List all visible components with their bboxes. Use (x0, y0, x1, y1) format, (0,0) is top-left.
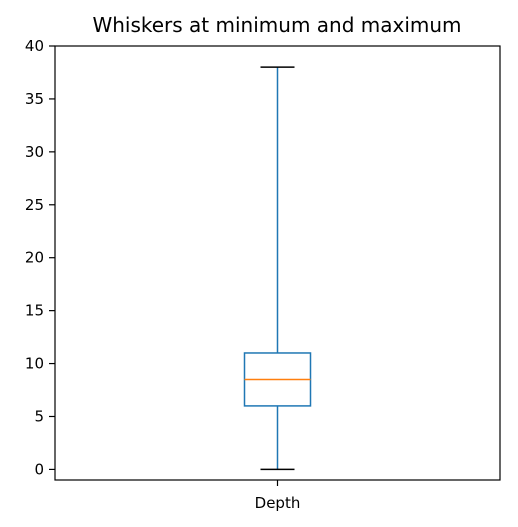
x-tick-label: Depth (255, 494, 301, 512)
y-axis: 0 5 10 15 20 25 30 35 40 (25, 37, 55, 478)
plot-area (54, 45, 501, 481)
y-tick-label: 40 (25, 37, 44, 55)
y-tick-label: 0 (34, 460, 44, 478)
chart-title: Whiskers at minimum and maximum (92, 13, 461, 37)
y-tick-label: 20 (25, 249, 44, 267)
y-tick-label: 35 (25, 90, 44, 108)
y-tick-label: 10 (25, 355, 44, 373)
x-axis: Depth (255, 480, 301, 512)
y-tick-label: 15 (25, 302, 44, 320)
y-tick-label: 5 (34, 407, 44, 425)
y-tick-label: 25 (25, 196, 44, 214)
y-tick-label: 30 (25, 143, 44, 161)
